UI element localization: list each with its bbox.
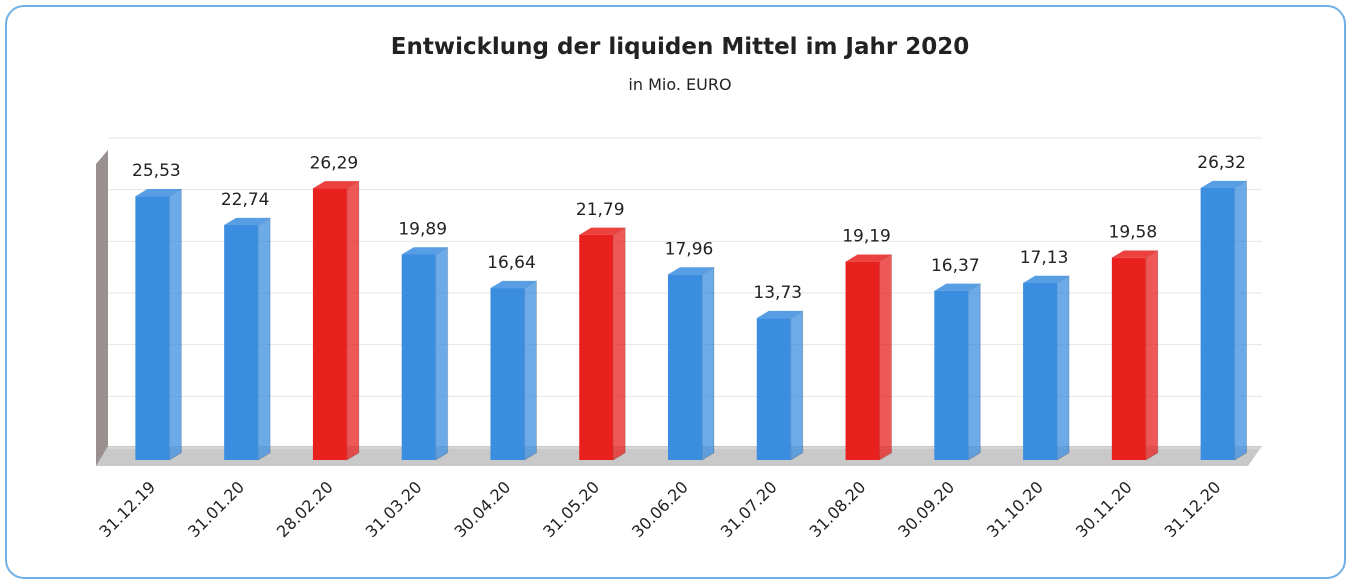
data-label: 19,89 — [398, 219, 447, 239]
bar-top — [579, 227, 626, 235]
data-label: 17,96 — [665, 239, 714, 259]
bar-side — [1056, 274, 1070, 461]
bar-top — [312, 181, 359, 189]
bar-top — [224, 217, 271, 226]
bar — [1023, 282, 1058, 460]
bar — [1200, 188, 1235, 460]
bar-side — [168, 188, 182, 461]
bar — [224, 225, 259, 460]
bar-side — [435, 246, 449, 461]
bar-top — [756, 310, 803, 319]
bar-side — [967, 282, 981, 461]
bar-side — [1234, 179, 1248, 461]
data-label: 17,13 — [1020, 248, 1069, 268]
bar-side — [701, 266, 715, 461]
bar-side — [612, 226, 626, 461]
bar — [1111, 257, 1146, 460]
data-label: 26,29 — [310, 153, 359, 173]
bar — [401, 254, 436, 460]
bar-top — [135, 188, 182, 197]
bar-top — [401, 247, 448, 255]
data-label: 19,19 — [842, 227, 891, 247]
data-label: 21,79 — [576, 200, 625, 220]
data-label: 16,37 — [931, 256, 980, 276]
bar-side — [257, 216, 271, 461]
data-label: 26,32 — [1197, 153, 1246, 173]
data-label: 22,74 — [221, 190, 270, 210]
bar-top — [1023, 275, 1070, 283]
bar — [756, 318, 791, 460]
bar-top — [490, 280, 537, 289]
bar-side — [1145, 249, 1159, 461]
bar — [135, 196, 170, 460]
bar — [845, 261, 880, 460]
bar — [312, 188, 347, 460]
data-label: 16,64 — [487, 253, 536, 273]
data-label: 25,53 — [132, 161, 181, 181]
bar-side — [523, 279, 537, 461]
bar-side — [346, 180, 360, 461]
chart-subtitle: in Mio. EURO — [628, 75, 731, 94]
back-wall — [96, 150, 108, 466]
bar — [934, 290, 969, 460]
bar-top — [1111, 250, 1158, 258]
bar-side — [879, 253, 893, 461]
bar-top — [934, 283, 981, 291]
chart-title: Entwicklung der liquiden Mittel im Jahr … — [391, 34, 970, 60]
bar — [579, 234, 614, 460]
bar — [490, 288, 525, 460]
data-label: 19,58 — [1109, 223, 1158, 243]
bar — [668, 274, 702, 460]
data-label: 13,73 — [753, 283, 802, 303]
bar-top — [845, 254, 892, 262]
bar-top — [1200, 180, 1247, 189]
bar-side — [790, 310, 804, 461]
bar-top — [668, 267, 714, 275]
